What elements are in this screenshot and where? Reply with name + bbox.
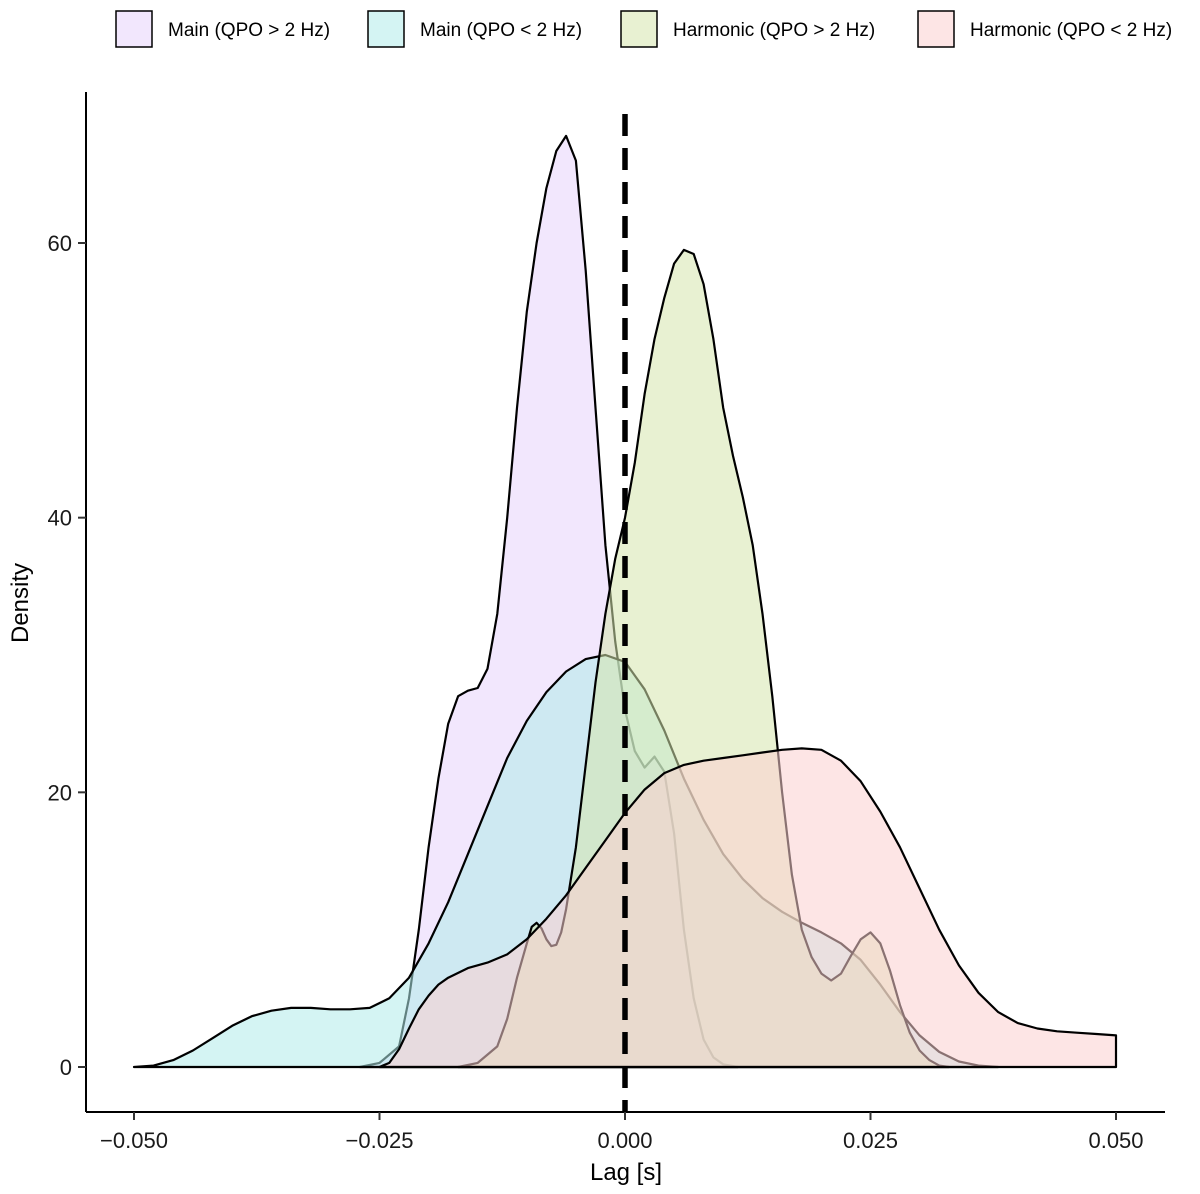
legend-label: Main (QPO > 2 Hz): [168, 20, 330, 41]
x-tick-label: −0.050: [100, 1128, 168, 1153]
y-tick-label: 60: [48, 231, 72, 256]
legend-key: [367, 10, 405, 48]
legend-key: [620, 10, 658, 48]
legend-label: Harmonic (QPO < 2 Hz): [970, 20, 1172, 41]
axes: −0.050 −0.025 0.000 0.025 0.050 0 20 40 60: [48, 92, 1165, 1153]
legend-key: [115, 10, 153, 48]
x-tick-label: 0.025: [843, 1128, 898, 1153]
legend-label: Harmonic (QPO > 2 Hz): [673, 20, 875, 41]
legend: Main (QPO > 2 Hz) Main (QPO < 2 Hz) Harmon…: [115, 10, 1172, 48]
x-tick-label: 0.000: [597, 1128, 652, 1153]
legend-item-2: Main (QPO < 2 Hz): [367, 10, 582, 48]
density-area-series-4: [378, 747, 1118, 1069]
x-tick-label: −0.025: [346, 1128, 414, 1153]
x-tick-label: 0.050: [1088, 1128, 1143, 1153]
legend-item-4: Harmonic (QPO < 2 Hz): [917, 10, 1172, 48]
y-tick-label: 0: [60, 1055, 72, 1080]
y-axis-title: Density: [7, 563, 34, 643]
legend-item-3: Harmonic (QPO > 2 Hz): [620, 10, 875, 48]
density-areas: [132, 134, 1118, 1069]
legend-label: Main (QPO < 2 Hz): [420, 20, 582, 41]
y-tick-label: 40: [48, 506, 72, 531]
y-tick-label: 20: [48, 780, 72, 805]
x-axis-title: Lag [s]: [590, 1159, 662, 1186]
legend-key: [917, 10, 955, 48]
legend-item-1: Main (QPO > 2 Hz): [115, 10, 330, 48]
